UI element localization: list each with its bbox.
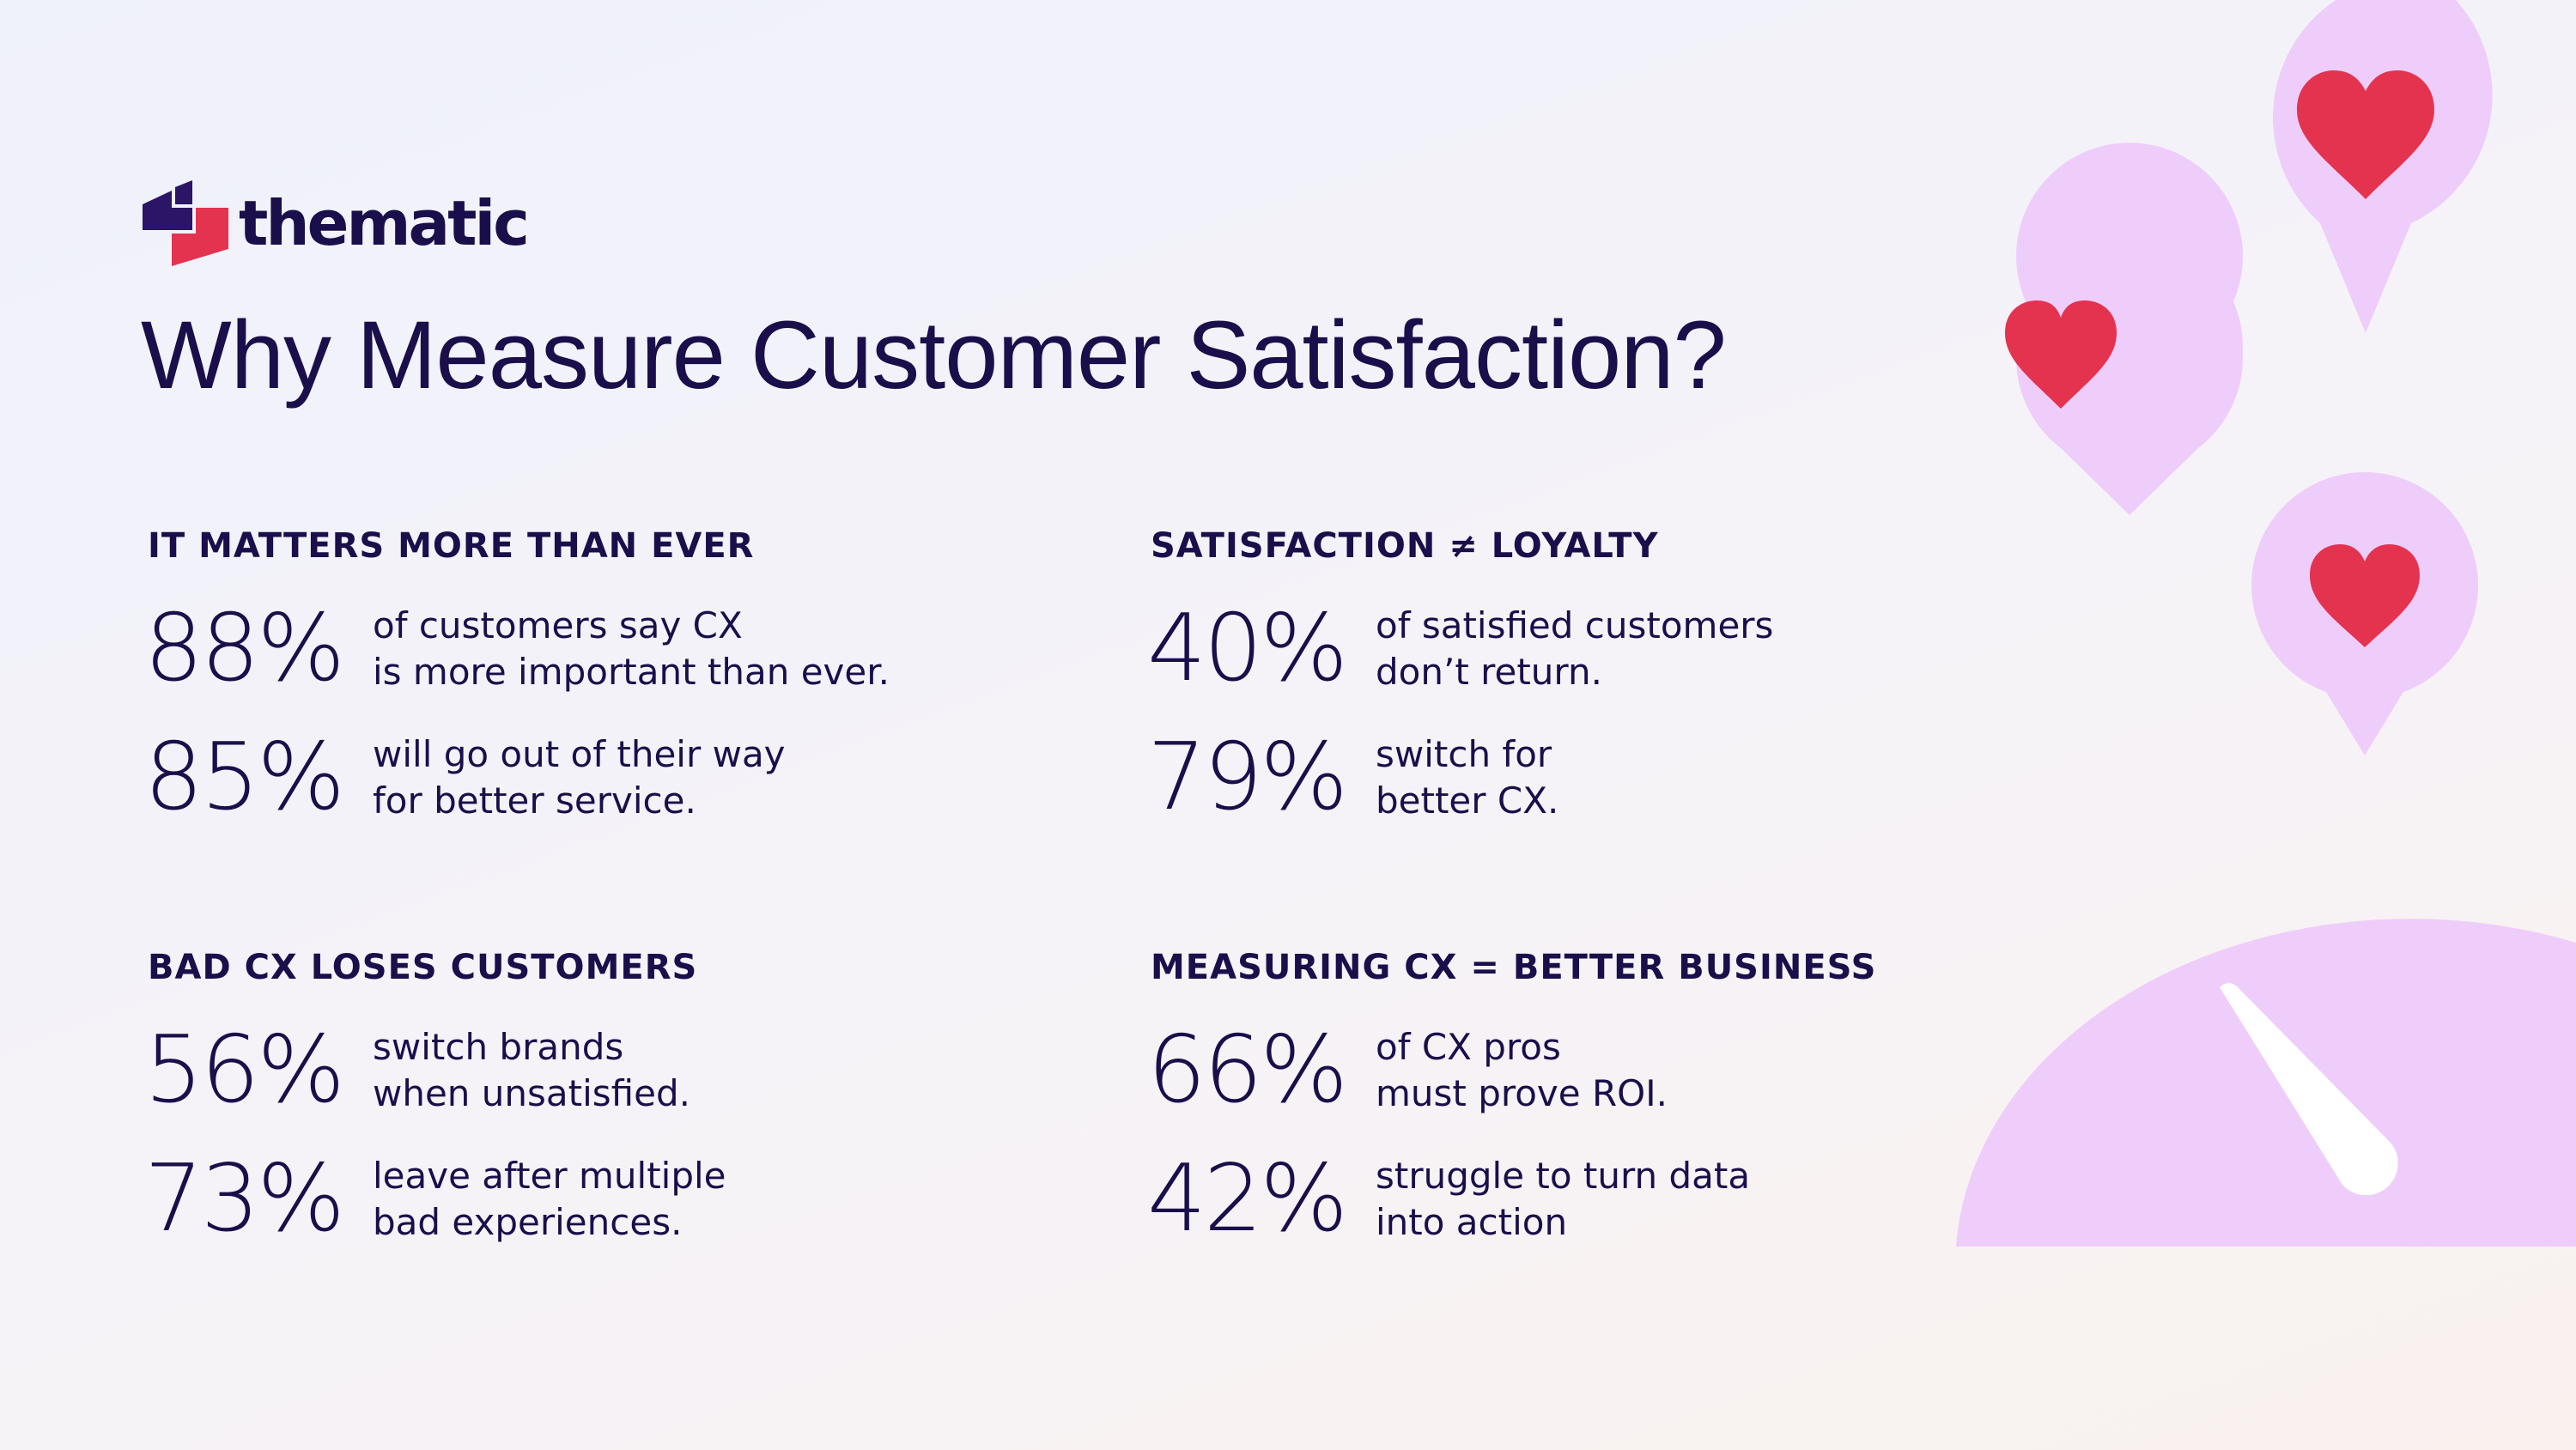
stat-line: switch brands	[373, 1026, 624, 1068]
brand-logo: thematic	[143, 180, 530, 266]
heart-pin-icon	[2251, 472, 2478, 755]
stat-line: is more important than ever.	[373, 651, 890, 693]
section-bad-cx: BAD CX LOSES CUSTOMERS 56% switch brands…	[144, 948, 1092, 1253]
stat-line: must prove ROI.	[1376, 1072, 1668, 1114]
stat-description: struggle to turn data into action	[1376, 1153, 1750, 1246]
stat-item: 56% switch brands when unsatisfied.	[144, 1015, 1092, 1126]
stat-description: switch brands when unsatisfied.	[373, 1024, 690, 1117]
page-title: Why Measure Customer Satisfaction?	[141, 301, 1727, 409]
stat-line: of customers say CX	[373, 604, 743, 646]
heart-pin-icon	[2005, 143, 2244, 515]
stat-item: 85% will go out of their way for better …	[144, 722, 1092, 834]
stat-line: bad experiences.	[373, 1201, 683, 1243]
stat-description: of CX pros must prove ROI.	[1376, 1024, 1668, 1117]
stat-line: of CX pros	[1376, 1026, 1561, 1068]
stat-item: 88% of customers say CX is more importan…	[144, 593, 1092, 705]
stat-item: 79% switch for better CX.	[1147, 722, 2095, 834]
stat-line: leave after multiple	[373, 1155, 726, 1197]
heart-pin-icon	[2272, 0, 2493, 333]
stat-line: into action	[1376, 1201, 1568, 1243]
stat-line: when unsatisfied.	[373, 1072, 690, 1114]
stat-line: switch for	[1376, 733, 1552, 775]
section-heading: IT MATTERS MORE THAN EVER	[148, 526, 755, 566]
section-it-matters: IT MATTERS MORE THAN EVER 88% of custome…	[144, 526, 1092, 831]
stat-item: 40% of satisfied customers don’t return.	[1147, 593, 2095, 705]
stat-value: 56%	[144, 1016, 345, 1124]
stat-value: 73%	[144, 1145, 345, 1253]
stat-value: 88%	[144, 595, 345, 702]
stat-description: switch for better CX.	[1376, 731, 1558, 824]
stat-item: 73% leave after multiple bad experiences…	[144, 1144, 1092, 1255]
gauge-icon	[1956, 919, 2576, 1247]
stat-description: will go out of their way for better serv…	[373, 731, 786, 824]
stat-line: will go out of their way	[373, 733, 786, 775]
section-heading: SATISFACTION ≠ LOYALTY	[1151, 526, 1659, 566]
stat-value: 85%	[144, 724, 345, 831]
stat-value: 66%	[1147, 1016, 1348, 1124]
section-heading: MEASURING CX = BETTER BUSINESS	[1151, 948, 1877, 987]
section-satisfaction-loyalty: SATISFACTION ≠ LOYALTY 40% of satisfied …	[1147, 526, 2095, 831]
brand-name: thematic	[239, 187, 530, 259]
stat-item: 42% struggle to turn data into action	[1147, 1144, 2095, 1255]
stat-description: of satisfied customers don’t return.	[1376, 603, 1773, 695]
stat-line: don’t return.	[1376, 651, 1602, 693]
stat-line: for better service.	[373, 780, 696, 822]
stat-description: leave after multiple bad experiences.	[373, 1153, 726, 1246]
stat-description: of customers say CX is more important th…	[373, 603, 890, 695]
stat-value: 40%	[1147, 595, 1348, 702]
thematic-logo-icon	[143, 180, 228, 266]
section-measuring-cx: MEASURING CX = BETTER BUSINESS 66% of CX…	[1147, 948, 2095, 1253]
stat-line: better CX.	[1376, 780, 1559, 822]
section-heading: BAD CX LOSES CUSTOMERS	[148, 948, 698, 987]
stat-line: struggle to turn data	[1376, 1155, 1751, 1197]
stat-value: 79%	[1147, 724, 1348, 831]
stat-line: of satisfied customers	[1376, 604, 1774, 646]
stat-value: 42%	[1147, 1145, 1348, 1253]
stat-item: 66% of CX pros must prove ROI.	[1147, 1015, 2095, 1126]
